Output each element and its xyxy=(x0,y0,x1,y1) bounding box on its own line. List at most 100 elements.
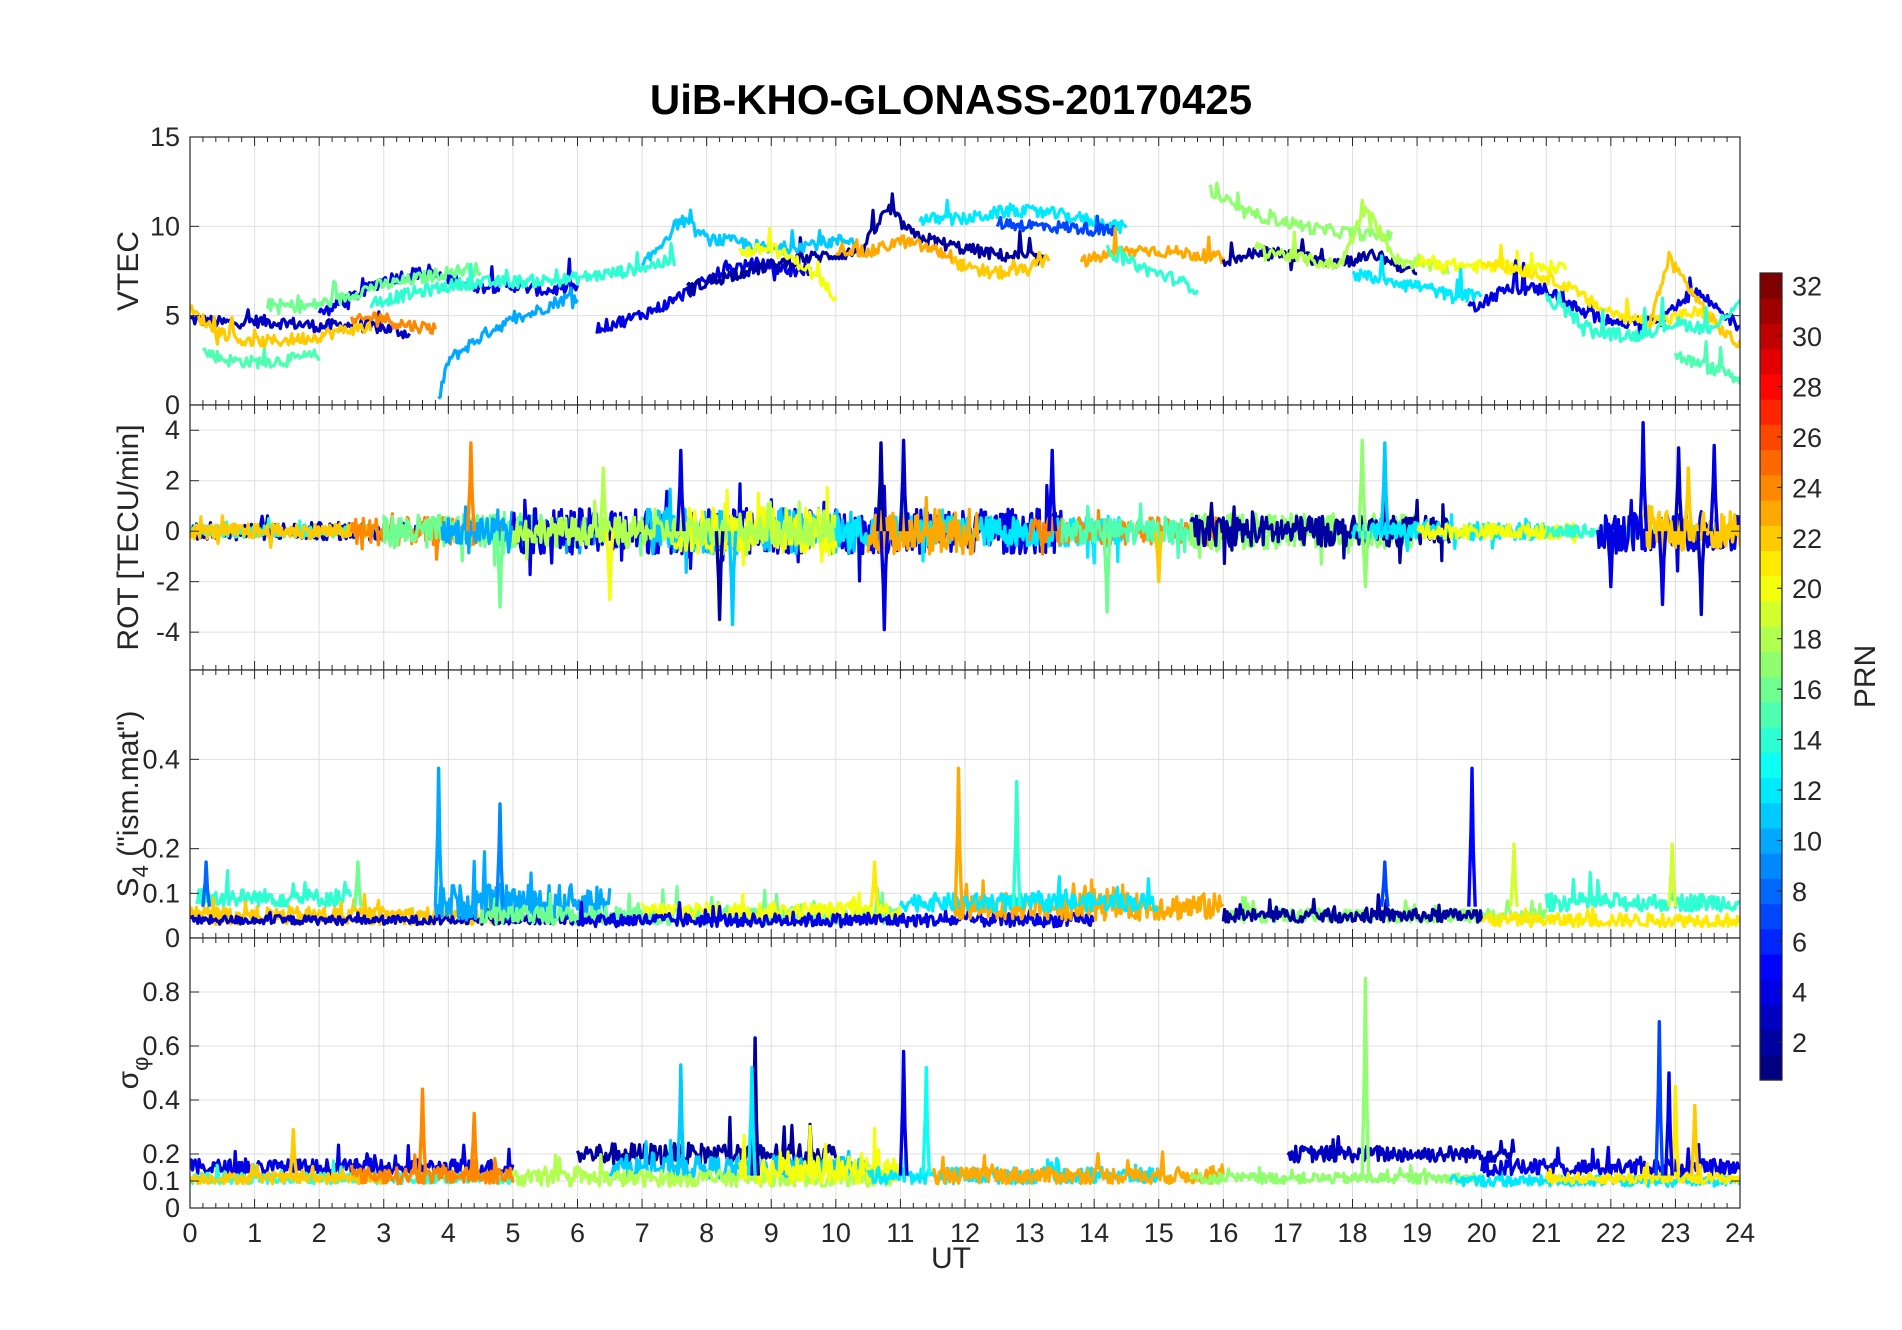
spike-prn-10 xyxy=(433,766,444,907)
colorbar-tick-label: 14 xyxy=(1792,726,1822,756)
series-prn-22 xyxy=(190,304,373,349)
spike-prn-24 xyxy=(469,1111,480,1176)
series-prn-2 xyxy=(1189,498,1451,565)
y-axis-label-main: S xyxy=(112,877,145,897)
colorbar-band xyxy=(1760,853,1782,879)
chart-title: UiB-KHO-GLONASS-20170425 xyxy=(650,76,1252,123)
series-prn-15 xyxy=(201,347,321,370)
colorbar-band xyxy=(1760,373,1782,400)
colorbar-band xyxy=(1760,928,1782,955)
colorbar-band xyxy=(1760,298,1782,325)
colorbar-band xyxy=(1760,802,1782,829)
colorbar-band xyxy=(1760,752,1782,778)
series-prn-2 xyxy=(1221,893,1484,924)
colorbar-frame xyxy=(1759,272,1783,1081)
spike-prn-18 xyxy=(598,466,609,532)
y-tick-label: 0.8 xyxy=(142,977,180,1007)
colorbar-tick-label: 24 xyxy=(1792,473,1822,503)
y-tick-label: 15 xyxy=(150,122,180,152)
series-prn-7 xyxy=(995,214,1116,238)
x-tick-label: 12 xyxy=(950,1218,980,1248)
series-prn-23 xyxy=(931,1150,1225,1186)
x-tick-label: 21 xyxy=(1531,1218,1561,1248)
x-tick-label: 0 xyxy=(182,1218,197,1248)
x-tick-label: 20 xyxy=(1467,1218,1497,1248)
x-tick-label: 22 xyxy=(1596,1218,1626,1248)
series-prn-24 xyxy=(349,311,437,335)
x-tick-label: 16 xyxy=(1208,1218,1238,1248)
spike-prn-20 xyxy=(604,531,615,601)
colorbar-band xyxy=(1760,701,1782,728)
series-prn-2 xyxy=(686,192,1045,296)
series-prn-22 xyxy=(950,250,1051,280)
y-axis-label-sub: φ xyxy=(128,1057,153,1071)
spike-prn-13 xyxy=(921,1065,932,1176)
x-tick-label: 5 xyxy=(505,1218,520,1248)
panel-rot: -4 -2 0 2 4 ROT [TECU/min] xyxy=(112,404,1741,671)
spike-prn-4 xyxy=(879,531,890,632)
colorbar-tick-label: 12 xyxy=(1792,776,1822,806)
series-prn-14 xyxy=(195,869,353,908)
y-tick-label: 0.2 xyxy=(142,1139,180,1169)
spike-prn-17 xyxy=(1357,438,1368,532)
colorbar-band xyxy=(1760,777,1782,804)
panel-s4: 00.10.20.4S4 ("ism.mat") xyxy=(112,669,1741,953)
colorbar-band xyxy=(1760,827,1782,854)
spike-prn-21 xyxy=(1670,1084,1681,1176)
y-tick-label: 0.4 xyxy=(142,1085,180,1115)
spike-prn-4 xyxy=(1664,1071,1674,1176)
series-prn-14 xyxy=(1105,244,1199,296)
spike-prn-16 xyxy=(495,531,505,609)
spike-prn-23 xyxy=(953,766,964,907)
series-prn-16 xyxy=(265,261,482,316)
spike-prn-19 xyxy=(1667,842,1678,907)
x-tick-label: 13 xyxy=(1015,1218,1045,1248)
panel-series-group xyxy=(190,181,1740,400)
spike-prn-4 xyxy=(675,448,686,532)
series-prn-12 xyxy=(898,875,1160,913)
series-prn-20 xyxy=(640,891,902,922)
spike-prn-17 xyxy=(1360,531,1371,589)
series-prn-17 xyxy=(1208,181,1393,244)
colorbar-band xyxy=(1760,525,1782,552)
colorbar-band xyxy=(1760,953,1782,980)
x-tick-label: 17 xyxy=(1273,1218,1303,1248)
spike-prn-22 xyxy=(288,1128,299,1176)
series-prn-14 xyxy=(1544,291,1740,344)
x-tick-label: 8 xyxy=(699,1218,714,1248)
series-prn-22 xyxy=(190,1162,385,1186)
spike-prn-16 xyxy=(353,860,363,907)
colorbar-band xyxy=(1760,474,1782,501)
spike-prn-12 xyxy=(746,1065,757,1176)
y-tick-label: -2 xyxy=(156,567,180,597)
series-prn-14 xyxy=(369,241,676,309)
spike-prn-4 xyxy=(1709,443,1720,532)
series-prn-15 xyxy=(1673,340,1740,385)
y-tick-label: 4 xyxy=(165,415,180,445)
panel-series-group xyxy=(190,976,1740,1188)
spike-prn-22 xyxy=(1683,466,1694,532)
series-prn-20 xyxy=(737,226,838,302)
spike-prn-19 xyxy=(1509,842,1519,907)
y-tick-label: 0 xyxy=(165,390,180,420)
spike-prn-21 xyxy=(869,860,880,907)
series-prn-12 xyxy=(918,198,1128,235)
colorbar-band xyxy=(1760,1004,1782,1031)
y-tick-label: 0.1 xyxy=(142,1166,180,1196)
colorbar-tick-label: 6 xyxy=(1792,927,1807,957)
spike-prn-4 xyxy=(1657,531,1668,607)
x-tick-label: 3 xyxy=(376,1218,391,1248)
y-tick-label: 0.6 xyxy=(142,1031,180,1061)
colorbar-band xyxy=(1760,550,1782,577)
colorbar-band xyxy=(1760,979,1782,1005)
series-prn-10 xyxy=(437,286,579,400)
spike-prn-22 xyxy=(1153,531,1164,584)
colorbar-tick-label: 10 xyxy=(1792,826,1822,856)
y-tick-label: 0.2 xyxy=(142,834,180,864)
colorbar-band xyxy=(1760,878,1782,905)
series-prn-23 xyxy=(866,495,980,556)
y-tick-label: 0 xyxy=(165,516,180,546)
spike-prn-4 xyxy=(1605,531,1616,589)
